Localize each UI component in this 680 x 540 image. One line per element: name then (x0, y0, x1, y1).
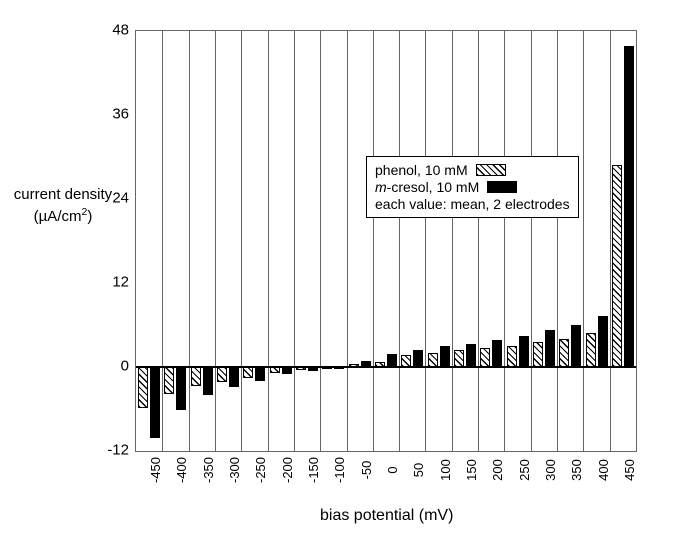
x-tick-label: -450 (148, 457, 163, 483)
x-tick-label: 350 (569, 459, 584, 481)
grid-line (347, 31, 348, 451)
bar (428, 353, 438, 367)
x-tick-label: 400 (596, 459, 611, 481)
x-tick-label: -150 (306, 457, 321, 483)
bar (243, 367, 253, 378)
grid-line (373, 31, 374, 451)
bar (150, 367, 160, 438)
x-tick-label: -350 (201, 457, 216, 483)
plot-area: phenol, 10 mM m-cresol, 10 mM each value… (135, 30, 637, 452)
bar (624, 46, 634, 367)
grid-line (504, 31, 505, 451)
y-tick-label: 0 (89, 358, 129, 375)
x-axis-label: bias potential (mV) (320, 507, 453, 525)
bar (492, 340, 502, 367)
bar (217, 367, 227, 382)
bar (413, 350, 423, 367)
grid-line (162, 31, 163, 451)
bar (138, 367, 148, 408)
legend: phenol, 10 mM m-cresol, 10 mM each value… (366, 156, 579, 218)
grid-line (399, 31, 400, 451)
grid-line (215, 31, 216, 451)
x-tick-label: 0 (385, 466, 400, 473)
x-tick-label: 100 (438, 459, 453, 481)
bar (612, 165, 622, 367)
y-tick-label: 36 (89, 106, 129, 123)
bar (545, 330, 555, 367)
y-tick-label: 24 (89, 190, 129, 207)
legend-footer: each value: mean, 2 electrodes (375, 196, 570, 212)
x-tick-label: -100 (332, 457, 347, 483)
grid-line (531, 31, 532, 451)
grid-line (189, 31, 190, 451)
x-tick-label: 50 (411, 463, 426, 477)
legend-label-phenol: phenol, 10 mM (375, 162, 468, 178)
x-tick-label: 200 (490, 459, 505, 481)
x-tick-label: -200 (280, 457, 295, 483)
bar (559, 339, 569, 367)
legend-swatch-mcresol (487, 181, 517, 193)
bar (598, 316, 608, 367)
legend-label-mcresol: m-cresol, 10 mM (375, 179, 479, 195)
y-tick-label: 48 (89, 22, 129, 39)
bar (164, 367, 174, 394)
bar (282, 367, 292, 374)
bar (507, 346, 517, 367)
grid-line (268, 31, 269, 451)
legend-swatch-phenol (476, 164, 506, 176)
bar (454, 350, 464, 368)
bar (571, 325, 581, 367)
x-tick-label: 300 (543, 459, 558, 481)
bar (519, 336, 529, 368)
x-tick-label: 450 (622, 459, 637, 481)
legend-footer-text: each value: mean, 2 electrodes (375, 196, 570, 212)
bar (480, 348, 490, 367)
grid-line (557, 31, 558, 451)
grid-line (478, 31, 479, 451)
legend-item-mcresol: m-cresol, 10 mM (375, 179, 570, 195)
grid-line (425, 31, 426, 451)
x-tick-label: -250 (253, 457, 268, 483)
bar (586, 333, 596, 367)
bar (191, 367, 201, 386)
grid-line (294, 31, 295, 451)
grid-line (610, 31, 611, 451)
bar (440, 346, 450, 367)
bar (533, 342, 543, 367)
bar (466, 344, 476, 367)
x-tick-label: -400 (174, 457, 189, 483)
grid-line (583, 31, 584, 451)
x-tick-label: -300 (227, 457, 242, 483)
x-tick-label: -50 (359, 461, 374, 480)
bar (176, 367, 186, 410)
bar (203, 367, 213, 395)
zero-line (136, 366, 636, 368)
chart-root: current density (µA/cm2) -12012243648 ph… (0, 0, 680, 540)
y-tick-label: -12 (89, 442, 129, 459)
bar (229, 367, 239, 387)
grid-line (320, 31, 321, 451)
bar (255, 367, 265, 381)
y-axis-label-line2: (µA/cm2) (34, 208, 93, 225)
grid-line (241, 31, 242, 451)
legend-item-phenol: phenol, 10 mM (375, 162, 570, 178)
x-tick-label: 150 (464, 459, 479, 481)
grid-line (452, 31, 453, 451)
y-tick-label: 12 (89, 274, 129, 291)
x-tick-label: 250 (517, 459, 532, 481)
